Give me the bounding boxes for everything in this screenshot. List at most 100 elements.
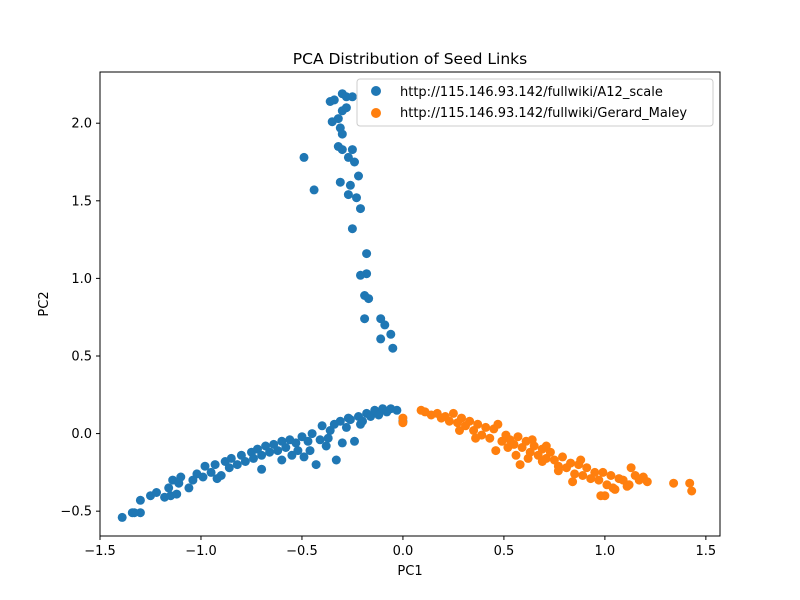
scatter-point (553, 466, 563, 476)
scatter-point (305, 446, 315, 456)
scatter-point (341, 103, 351, 113)
scatter-point (317, 421, 327, 431)
scatter-point (212, 474, 222, 484)
scatter-point (152, 488, 161, 497)
scatter-point (265, 447, 275, 457)
scatter-point (600, 491, 610, 501)
scatter-point (511, 450, 521, 460)
points-layer (117, 89, 697, 522)
scatter-point (356, 204, 365, 214)
scatter-point (642, 477, 652, 487)
y-tick-label: 0.5 (71, 349, 92, 364)
scatter-point (473, 419, 483, 429)
y-tick-label: 2.0 (71, 117, 92, 132)
scatter-point (331, 455, 341, 465)
series-1 (398, 405, 697, 501)
scatter-point (513, 432, 523, 442)
scatter-point (341, 422, 351, 432)
scatter-point (598, 467, 608, 477)
scatter-point (350, 436, 359, 446)
scatter-point (493, 419, 503, 429)
scatter-point (337, 438, 347, 448)
scatter-point (444, 416, 454, 426)
scatter-point (299, 452, 309, 462)
scatter-point (293, 446, 303, 456)
scatter-point (315, 435, 325, 445)
scatter-point (176, 472, 186, 482)
scatter-point (582, 463, 592, 473)
scatter-point (570, 469, 580, 479)
scatter-point (327, 117, 337, 127)
scatter-point (503, 443, 513, 452)
scatter-point (360, 291, 370, 300)
scatter-point (491, 446, 501, 456)
scatter-point (388, 343, 398, 353)
scatter-point (281, 443, 291, 452)
scatter-point (457, 413, 466, 423)
scatter-point (606, 471, 616, 480)
scatter-point (347, 224, 357, 234)
y-axis-label: PC2 (37, 291, 52, 316)
y-tick-label: 1.0 (71, 272, 92, 287)
scatter-point (541, 441, 551, 451)
scatter-point (352, 193, 361, 203)
scatter-point (249, 453, 258, 463)
scatter-point (455, 426, 464, 435)
scatter-point (347, 92, 357, 102)
scatter-point (624, 480, 634, 490)
scatter-point (590, 467, 600, 477)
scatter-point (362, 249, 372, 259)
x-tick-label: 0.0 (393, 544, 414, 559)
scatter-point (485, 433, 495, 443)
x-tick-label: 0.5 (494, 544, 515, 559)
scatter-point (164, 483, 174, 493)
scatter-point (350, 157, 359, 167)
plot-frame (99, 71, 721, 537)
y-tick-label: 0.0 (71, 427, 92, 442)
scatter-point (200, 461, 210, 471)
scatter-point (360, 314, 370, 324)
scatter-point (392, 405, 402, 415)
x-tick-label: −1.5 (84, 544, 116, 559)
y-tick-label: 1.5 (71, 194, 92, 209)
scatter-point (311, 460, 321, 470)
scatter-point (329, 95, 339, 105)
scatter-point (210, 460, 220, 470)
scatter-point (257, 464, 267, 474)
scatter-point (576, 455, 586, 465)
scatter-point (273, 446, 283, 456)
scatter-point (343, 190, 353, 200)
legend-marker-gerard-maley (371, 108, 381, 118)
scatter-point (669, 478, 679, 488)
scatter-point (337, 129, 347, 139)
scatter-point (135, 495, 145, 505)
scatter-point (343, 413, 353, 423)
scatter-point (386, 329, 396, 339)
x-tick-label: −1.0 (185, 544, 217, 559)
scatter-point (594, 475, 604, 485)
scatter-point (685, 478, 695, 488)
scatter-point (354, 171, 363, 181)
scatter-point (566, 458, 576, 468)
x-tick-label: 1.5 (696, 544, 717, 559)
scatter-point (303, 436, 313, 446)
scatter-point (307, 429, 317, 439)
scatter-point (198, 472, 208, 482)
x-axis-ticks: −1.5 −1.0 −0.5 0.0 0.5 1.0 1.5 (84, 536, 716, 559)
scatter-point (527, 435, 537, 445)
chart-title: PCA Distribution of Seed Links (293, 50, 527, 68)
legend: http://115.146.93.142/fullwiki/A12_scale… (356, 78, 714, 127)
scatter-point (335, 416, 345, 426)
scatter-point (515, 460, 525, 470)
scatter-point (172, 489, 182, 499)
scatter-point (335, 177, 345, 187)
legend-entry-gerard-maley: http://115.146.93.142/fullwiki/Gerard_Ma… (400, 106, 687, 121)
scatter-point (448, 408, 458, 418)
x-tick-label: 1.0 (595, 544, 616, 559)
scatter-point (523, 453, 533, 463)
legend-entry-a12-scale: http://115.146.93.142/fullwiki/A12_scale (400, 85, 663, 100)
scatter-point (257, 450, 267, 460)
series-0 (117, 89, 408, 522)
scatter-point (356, 419, 365, 429)
